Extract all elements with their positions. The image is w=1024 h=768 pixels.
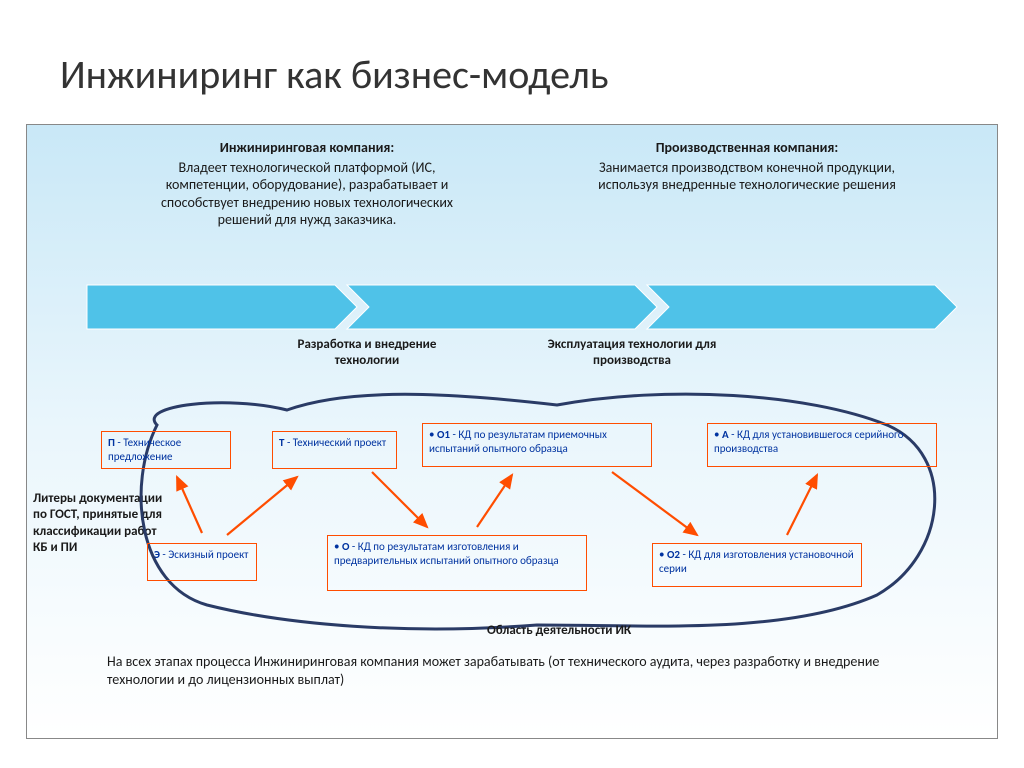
doc-box-Э: Э - Эскизный проект <box>147 543 257 581</box>
gost-classification-label: Литеры документации по ГОСТ, принятые дл… <box>33 491 163 556</box>
doc-box-О1: • О1 - КД по результатам приемочных испы… <box>422 423 652 467</box>
doc-box-О2: • О2 - КД для изготовления установочной … <box>652 543 862 587</box>
doc-box-П: П - Техническое предложение <box>101 431 231 469</box>
doc-box-А: • А - КД для установившегося серийного п… <box>707 423 937 467</box>
chevron-step-1: Кастомизированные технологические решени… <box>369 285 635 329</box>
engineering-company-body: Владеет технологической платформой (ИС, … <box>137 159 477 229</box>
diagram-canvas: Инжиниринговая компания: Владеет техноло… <box>26 124 998 739</box>
engineering-company-desc: Инжиниринговая компания: Владеет техноло… <box>137 139 477 229</box>
chevron-step-0: Технологическая платформа <box>93 285 335 329</box>
production-company-body: Занимается производством конечной продук… <box>587 159 907 194</box>
ik-activity-region-label: Область деятельности ИК <box>487 623 631 638</box>
page-title: Инжиниринг как бизнес-модель <box>0 0 1024 99</box>
production-company-title: Производственная компания: <box>587 139 907 157</box>
exploitation-label: Эксплуатация технологии для производства <box>532 337 732 368</box>
production-company-desc: Производственная компания: Занимается пр… <box>587 139 907 194</box>
doc-box-Т: Т - Технический проект <box>272 431 397 469</box>
doc-box-О: • О - КД по результатам изготовления и п… <box>327 535 587 591</box>
footnote-text: На всех этапах процесса Инжиниринговая к… <box>107 653 937 689</box>
dev-implementation-label: Разработка и внедрение технологии <box>277 337 457 368</box>
engineering-company-title: Инжиниринговая компания: <box>137 139 477 157</box>
process-chevrons: Технологическая платформа Кастомизированн… <box>87 285 957 329</box>
chevron-step-2: Производство конечной продукции <box>669 285 935 329</box>
